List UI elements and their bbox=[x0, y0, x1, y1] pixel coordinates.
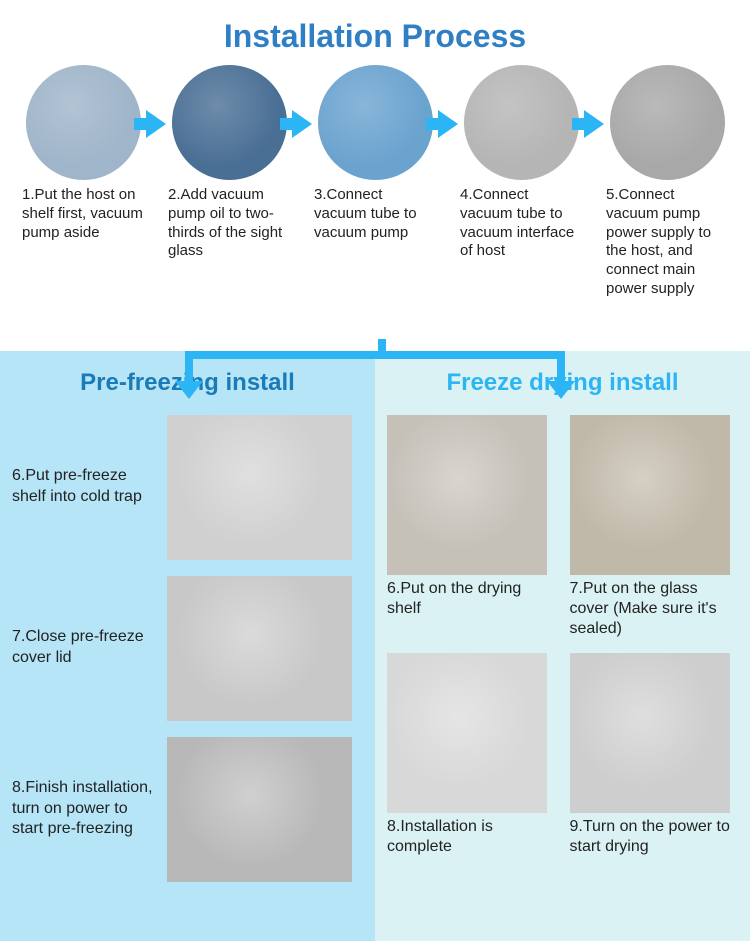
step-5-label: 5.Connect vacuum pump power supply to th… bbox=[602, 186, 732, 299]
panels-container: Pre-freezing install 6.Put pre-freeze sh… bbox=[0, 351, 750, 941]
fd-step-9-label: 9.Turn on the power to start drying bbox=[570, 817, 739, 857]
split-connector bbox=[185, 351, 565, 359]
step-2-image bbox=[172, 65, 287, 180]
split-connector bbox=[185, 351, 193, 383]
fd-step-8-label: 8.Installation is complete bbox=[387, 817, 556, 857]
fd-step-9: 9.Turn on the power to start drying bbox=[570, 653, 739, 857]
pf-step-7-label: 7.Close pre-freeze cover lid bbox=[12, 627, 167, 669]
pf-step-7-image bbox=[167, 576, 352, 721]
step-1: 1.Put the host on shelf first, vacuum pu… bbox=[18, 65, 148, 242]
top-steps-row: 1.Put the host on shelf first, vacuum pu… bbox=[0, 65, 750, 299]
fd-step-7-label: 7.Put on the glass cover (Make sure it's… bbox=[570, 579, 739, 639]
step-2-label: 2.Add vacuum pump oil to two-thirds of t… bbox=[164, 186, 294, 261]
arrow-icon bbox=[584, 110, 604, 138]
pf-step-8: 8.Finish installation, turn on power to … bbox=[12, 737, 363, 882]
fd-step-7-image bbox=[570, 415, 730, 575]
step-3-label: 3.Connect vacuum tube to vacuum pump bbox=[310, 186, 440, 242]
split-connector bbox=[557, 351, 565, 383]
step-5-image bbox=[610, 65, 725, 180]
fd-step-6: 6.Put on the drying shelf bbox=[387, 415, 556, 639]
pf-step-7: 7.Close pre-freeze cover lid bbox=[12, 576, 363, 721]
step-5: 5.Connect vacuum pump power supply to th… bbox=[602, 65, 732, 299]
step-3-image bbox=[318, 65, 433, 180]
split-diagram: Pre-freezing install 6.Put pre-freeze sh… bbox=[0, 351, 750, 941]
fd-step-9-image bbox=[570, 653, 730, 813]
arrow-icon bbox=[146, 110, 166, 138]
arrow-down-icon bbox=[547, 381, 575, 399]
fd-step-6-label: 6.Put on the drying shelf bbox=[387, 579, 556, 619]
pre-freezing-panel: Pre-freezing install 6.Put pre-freeze sh… bbox=[0, 351, 375, 941]
arrow-icon bbox=[438, 110, 458, 138]
main-title: Installation Process bbox=[0, 0, 750, 65]
arrow-down-icon bbox=[175, 381, 203, 399]
step-3: 3.Connect vacuum tube to vacuum pump bbox=[310, 65, 440, 242]
step-1-label: 1.Put the host on shelf first, vacuum pu… bbox=[18, 186, 148, 242]
pf-step-8-label: 8.Finish installation, turn on power to … bbox=[12, 778, 167, 840]
pf-step-6-image bbox=[167, 415, 352, 560]
fd-step-8-image bbox=[387, 653, 547, 813]
pf-step-8-image bbox=[167, 737, 352, 882]
arrow-icon bbox=[292, 110, 312, 138]
fd-step-6-image bbox=[387, 415, 547, 575]
step-4: 4.Connect vacuum tube to vacuum interfac… bbox=[456, 65, 586, 261]
pf-step-6: 6.Put pre-freeze shelf into cold trap bbox=[12, 415, 363, 560]
pf-step-6-label: 6.Put pre-freeze shelf into cold trap bbox=[12, 466, 167, 508]
fd-grid: 6.Put on the drying shelf 7.Put on the g… bbox=[387, 415, 738, 857]
step-4-label: 4.Connect vacuum tube to vacuum interfac… bbox=[456, 186, 586, 261]
step-2: 2.Add vacuum pump oil to two-thirds of t… bbox=[164, 65, 294, 261]
step-1-image bbox=[26, 65, 141, 180]
fd-step-8: 8.Installation is complete bbox=[387, 653, 556, 857]
fd-step-7: 7.Put on the glass cover (Make sure it's… bbox=[570, 415, 739, 639]
freeze-drying-panel: Freeze drying install 6.Put on the dryin… bbox=[375, 351, 750, 941]
step-4-image bbox=[464, 65, 579, 180]
